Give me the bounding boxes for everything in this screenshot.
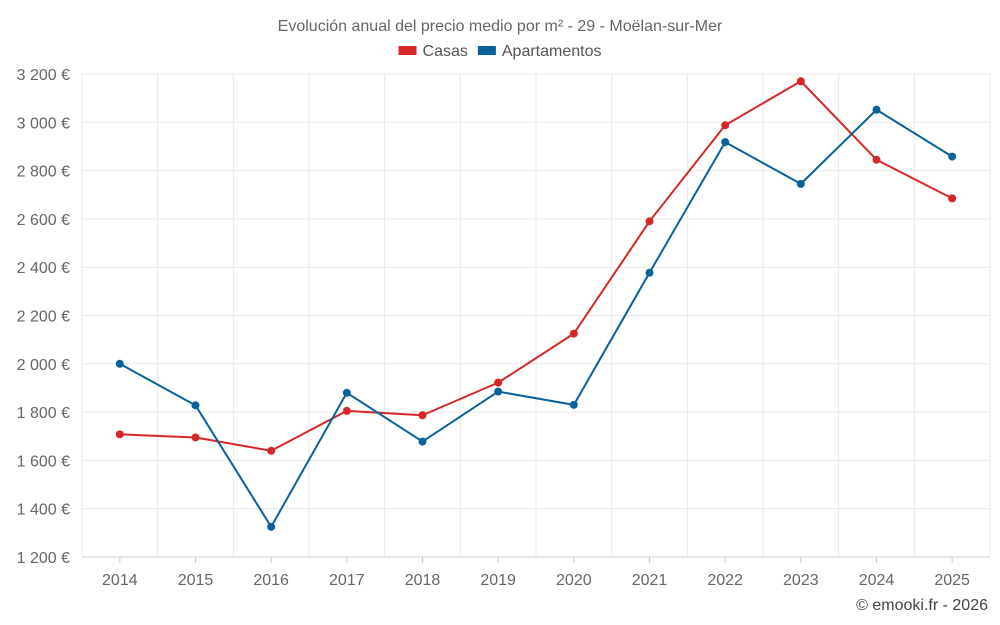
y-tick-label: 2 800 € [17,164,70,181]
data-point-apartamentos[interactable] [418,437,427,446]
y-tick-label: 1 200 € [17,550,70,567]
data-point-casas[interactable] [721,121,730,130]
legend: Casas Apartamentos [398,43,602,60]
x-tick-label: 2019 [480,572,516,589]
x-tick-label: 2022 [707,572,743,589]
legend-item-casas[interactable]: Casas [398,43,468,60]
data-point-apartamentos[interactable] [645,268,654,277]
data-point-casas[interactable] [191,433,200,442]
data-point-casas[interactable] [948,194,957,203]
y-tick-label: 2 200 € [17,309,70,326]
y-tick-label: 2 600 € [17,212,70,229]
legend-swatch [398,46,417,55]
data-point-casas[interactable] [115,430,124,439]
data-point-casas[interactable] [645,217,654,226]
data-point-casas[interactable] [494,378,503,387]
x-tick-label: 2021 [632,572,668,589]
data-point-apartamentos[interactable] [796,179,805,188]
data-point-casas[interactable] [418,411,427,420]
axis-layer: 1 200 € 1 400 € 1 600 € 1 800 € 2 000 € 2 200… [17,67,990,589]
legend-label: Apartamentos [502,43,602,60]
y-tick-label: 2 400 € [17,260,70,277]
x-tick-label: 2025 [934,572,970,589]
data-point-apartamentos[interactable] [569,400,578,409]
y-tick-label: 3 200 € [17,67,70,84]
data-point-apartamentos[interactable] [342,388,351,397]
data-point-apartamentos[interactable] [721,138,730,147]
legend-label: Casas [423,43,468,60]
x-tick-label: 2020 [556,572,592,589]
x-tick-label: 2016 [253,572,289,589]
x-tick-label: 2024 [859,572,895,589]
y-tick-label: 1 400 € [17,502,70,519]
series-line-casas [119,80,953,452]
data-point-apartamentos[interactable] [267,522,276,531]
x-tick-label: 2018 [405,572,441,589]
x-tick-label: 2023 [783,572,819,589]
chart-title: Evolución anual del precio medio por m² … [278,18,723,35]
data-point-apartamentos[interactable] [948,152,957,161]
x-tick-label: 2014 [102,572,138,589]
data-point-casas[interactable] [796,77,805,86]
data-point-apartamentos[interactable] [872,105,881,114]
y-tick-label: 1 600 € [17,453,70,470]
data-point-apartamentos[interactable] [191,401,200,410]
data-point-apartamentos[interactable] [494,387,503,396]
x-tick-label: 2015 [178,572,214,589]
data-point-casas[interactable] [342,406,351,415]
x-tick-label: 2017 [329,572,365,589]
y-tick-label: 3 000 € [17,115,70,132]
data-point-casas[interactable] [569,329,578,338]
series-line-apartamentos [119,108,953,528]
series-layer [115,77,957,531]
legend-item-apartamentos[interactable]: Apartamentos [477,43,602,60]
data-point-casas[interactable] [872,155,881,164]
data-point-apartamentos[interactable] [115,359,124,368]
legend-swatch [477,46,496,55]
y-tick-label: 1 800 € [17,405,70,422]
grid-layer [81,73,991,558]
y-tick-label: 2 000 € [17,357,70,374]
credit-text: © emooki.fr - 2026 [856,597,988,614]
data-point-casas[interactable] [267,446,276,455]
